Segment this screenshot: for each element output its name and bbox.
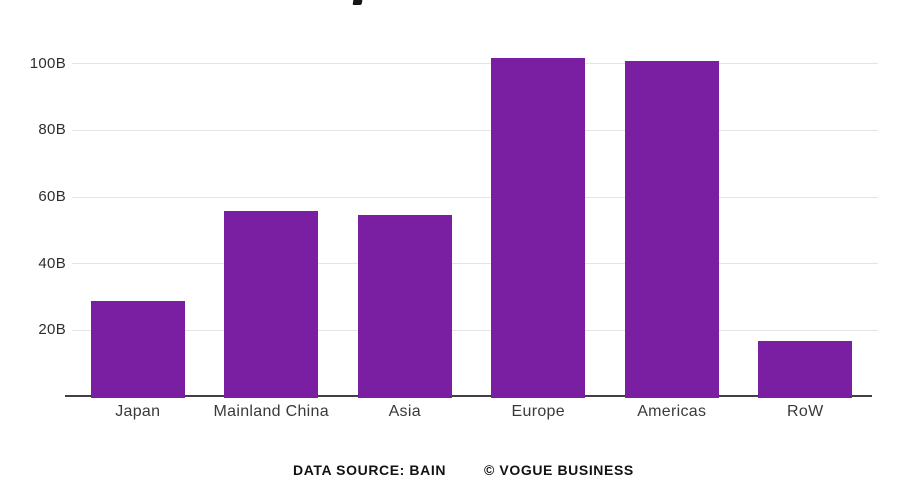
clipped-title-fragment <box>352 0 363 5</box>
data-source-label: DATA SOURCE: BAIN <box>293 462 447 478</box>
gridline <box>72 196 878 198</box>
gridline <box>72 329 878 331</box>
bar-row <box>758 341 853 398</box>
bar-asia <box>357 214 452 398</box>
x-category-label: Japan <box>115 403 161 420</box>
y-axis-tick-label: 20B <box>38 321 66 339</box>
y-axis-tick-label: 40B <box>38 254 66 272</box>
copyright-credit-label: © VOGUE BUSINESS <box>484 462 634 478</box>
y-axis-tick-label: 80B <box>38 121 66 139</box>
x-category-label: Americas <box>637 403 707 420</box>
bar-japan <box>90 301 185 398</box>
bar-mainland-china <box>224 211 319 398</box>
gridline <box>72 63 878 65</box>
x-category-label: Mainland China <box>213 403 329 420</box>
bar-europe <box>491 58 586 398</box>
x-axis-line <box>65 395 872 397</box>
x-category-label: Asia <box>388 403 421 420</box>
gridline <box>72 263 878 265</box>
gridline <box>72 129 878 131</box>
x-category-label: Europe <box>511 403 565 420</box>
x-category-label: RoW <box>787 403 824 420</box>
y-axis-tick-label: 100B <box>29 54 66 72</box>
bar-americas <box>624 61 719 398</box>
y-axis-tick-label: 60B <box>38 188 66 206</box>
